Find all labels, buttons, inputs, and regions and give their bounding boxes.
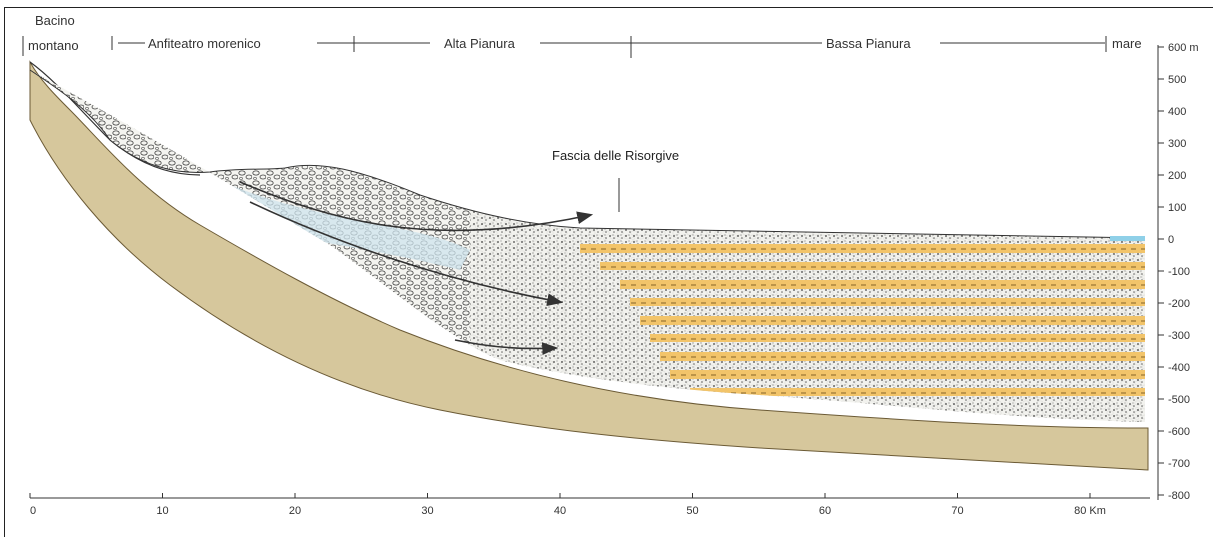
depth-tick-label: -500	[1168, 394, 1190, 406]
diagram-frame	[4, 7, 1213, 537]
zone-label-anfiteatro: Anfiteatro morenico	[148, 36, 261, 51]
zone-label-alta-pianura: Alta Pianura	[444, 36, 516, 51]
distance-tick-label: 10	[156, 505, 168, 517]
depth-tick-label: -400	[1168, 362, 1190, 374]
distance-tick-label: 70	[951, 505, 963, 517]
distance-tick-label: 40	[554, 505, 566, 517]
zone-header: Bacino montano Anfiteatro morenico Alta …	[22, 13, 1142, 58]
groundwater-flow-arrows	[239, 181, 594, 355]
bedrock-layer	[29, 60, 1149, 471]
sea-water	[1110, 236, 1145, 241]
clay-interbeds	[580, 244, 1145, 396]
depth-tick-label: -800	[1168, 490, 1190, 502]
depth-tick-label: 600 m	[1168, 42, 1199, 54]
zone-label-bacino-line2: montano	[28, 38, 79, 53]
depth-tick-label: 200	[1168, 170, 1186, 182]
depth-tick-label: -700	[1168, 458, 1190, 470]
zone-label-mare: mare	[1112, 36, 1142, 51]
aquifer-zone	[230, 185, 470, 270]
zone-label-bacino-line1: Bacino	[35, 13, 75, 28]
depth-tick-label: 0	[1168, 234, 1174, 246]
distance-tick-label: 0	[30, 505, 36, 517]
distance-tick-label: 50	[686, 505, 698, 517]
distance-tick-label: 60	[819, 505, 831, 517]
depth-tick-label: 500	[1168, 74, 1186, 86]
distance-axis: 0 10 20 30 40 50 60 70 80 Km	[29, 493, 1150, 517]
depth-tick-label: 100	[1168, 202, 1186, 214]
depth-tick-label: 400	[1168, 106, 1186, 118]
distance-tick-label: 80 Km	[1074, 505, 1106, 517]
depth-tick-label: -600	[1168, 426, 1190, 438]
annotation-label: Fascia delle Risorgive	[552, 148, 679, 163]
risorgive-annotation: Fascia delle Risorgive	[552, 148, 679, 212]
depth-axis: 600 m 500 400 300 200 100 0 -100 -200 -300 -400 -50…	[1157, 42, 1199, 502]
distance-tick-label: 30	[421, 505, 433, 517]
distance-tick-label: 20	[289, 505, 301, 517]
depth-tick-label: 300	[1168, 138, 1186, 150]
depth-tick-label: -200	[1168, 298, 1190, 310]
zone-label-bassa-pianura: Bassa Pianura	[826, 36, 911, 51]
depth-tick-label: -300	[1168, 330, 1190, 342]
depth-tick-label: -100	[1168, 266, 1190, 278]
sediment-outline	[29, 69, 1146, 239]
